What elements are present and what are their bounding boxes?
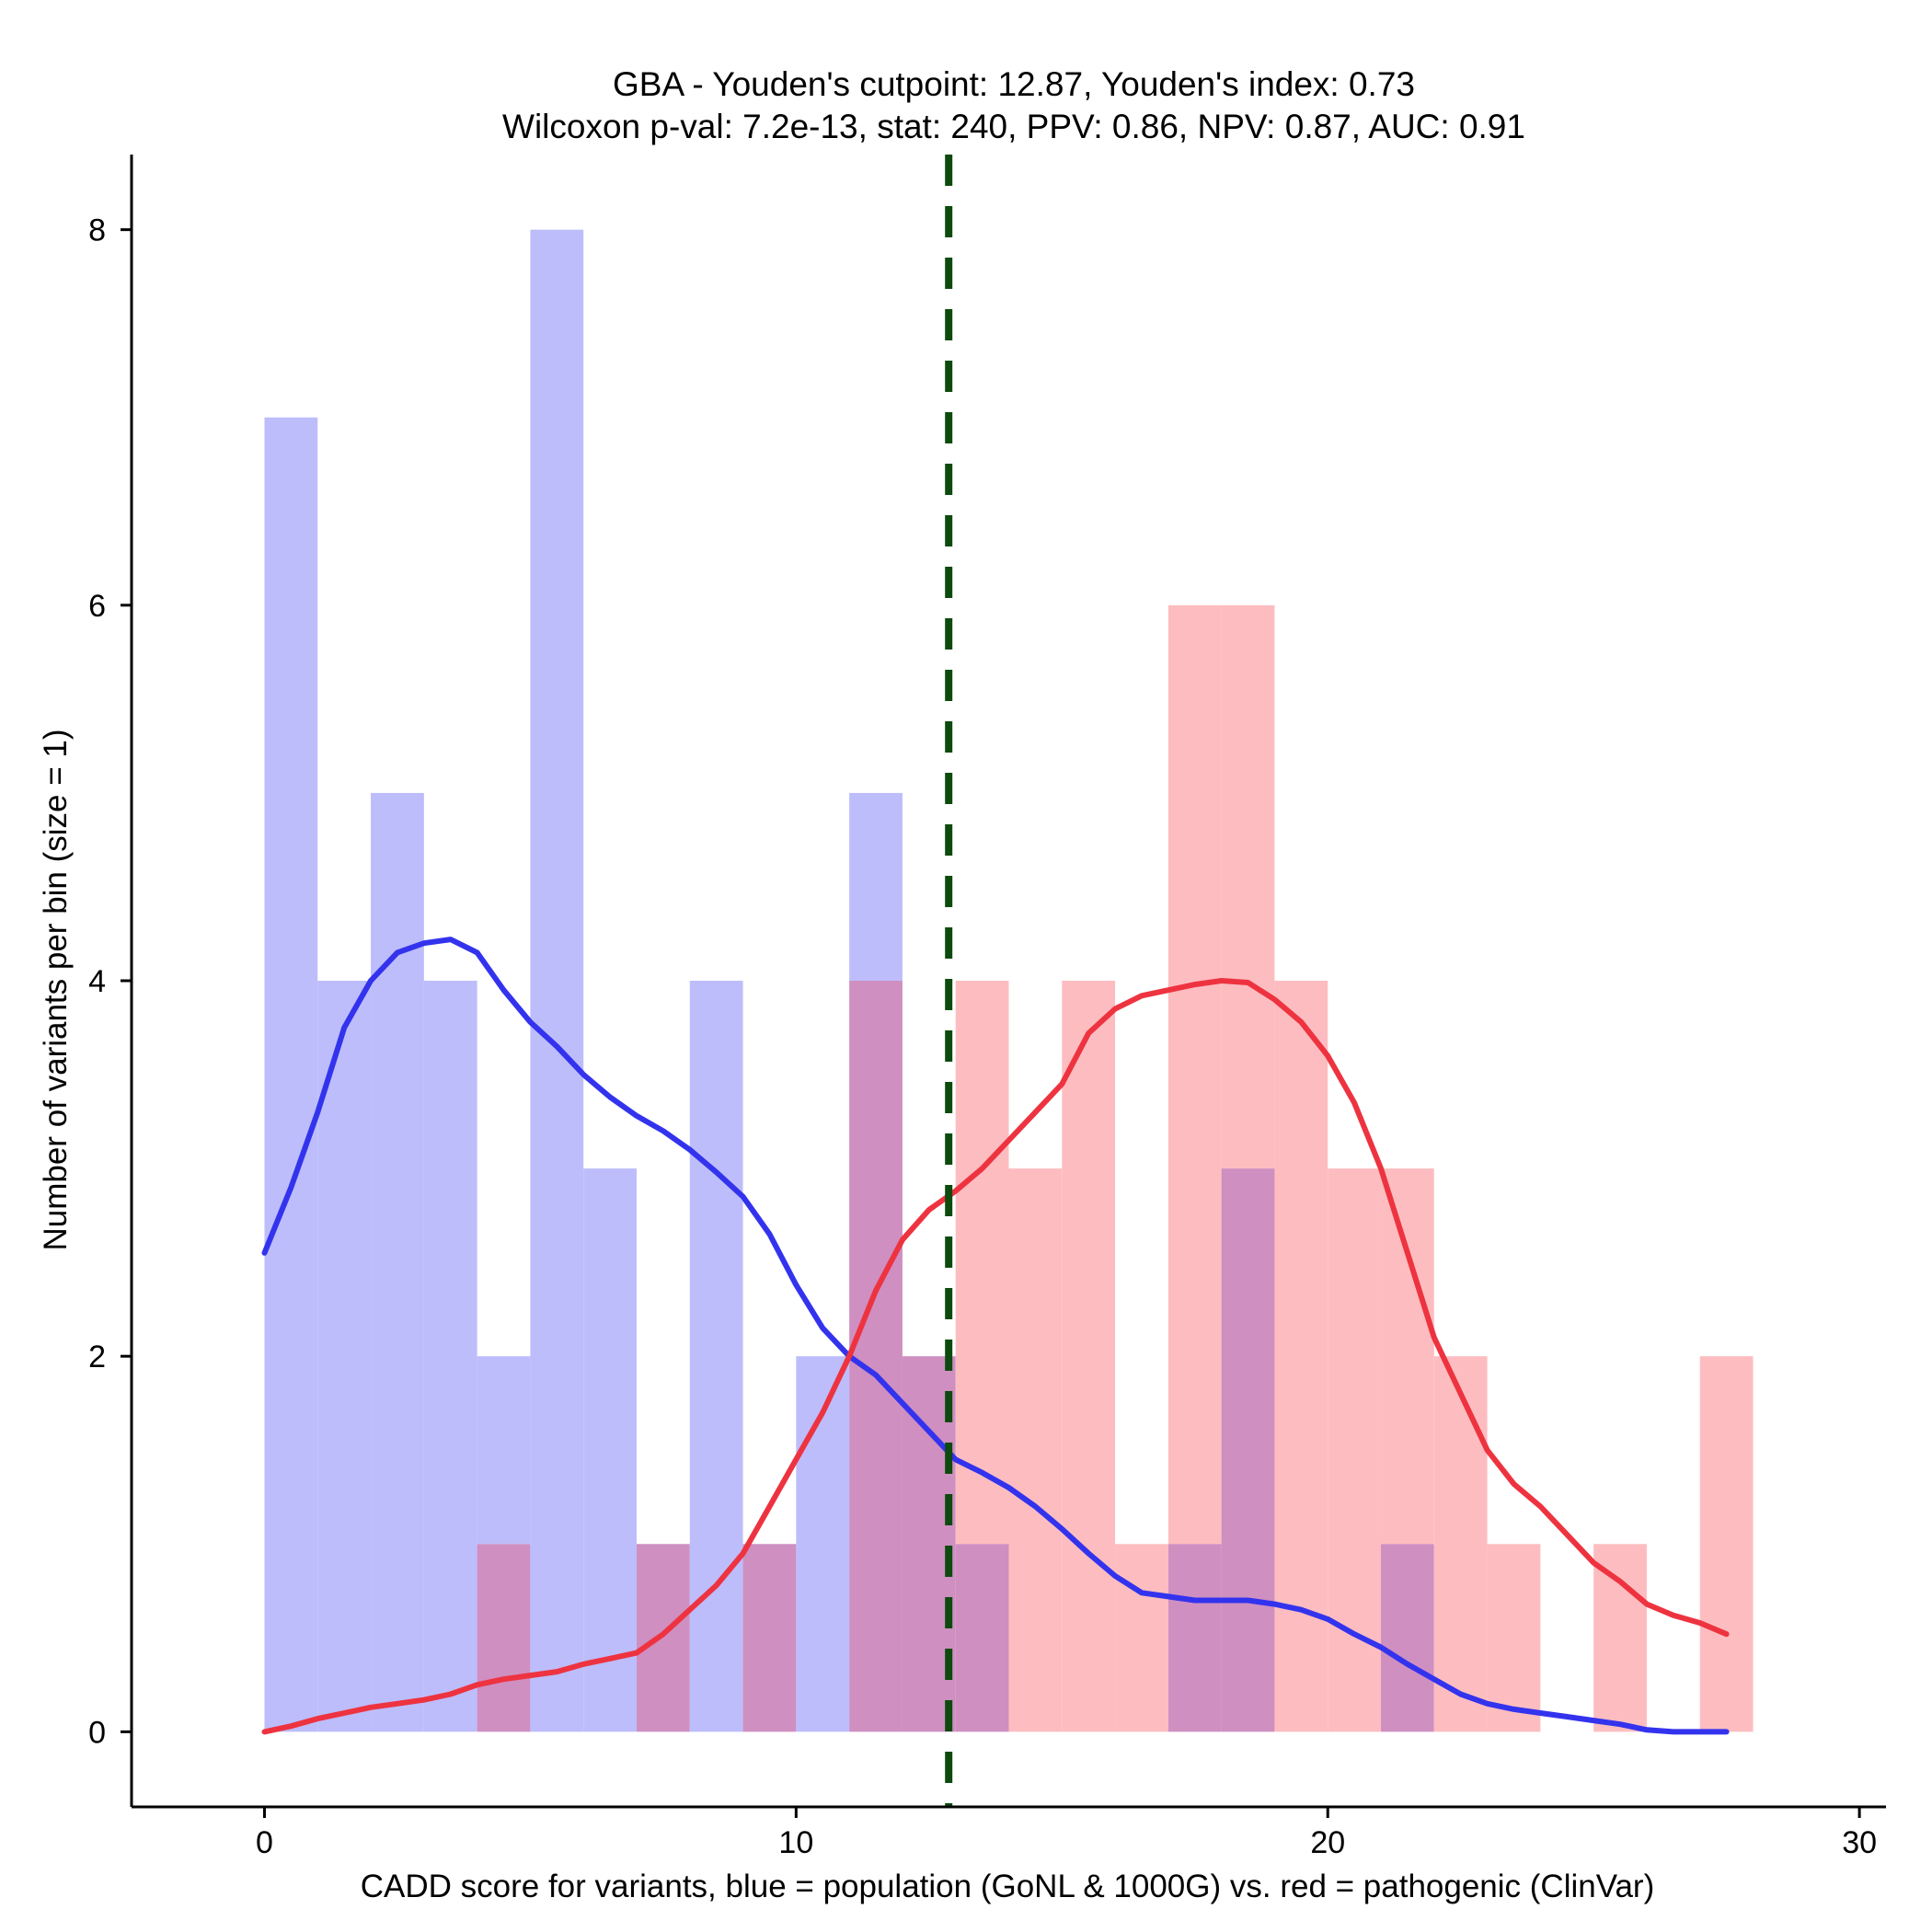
overlap-bar	[849, 981, 903, 1732]
pathogenic-density-line	[261, 978, 1730, 1735]
y-tick-label: 6	[88, 589, 106, 624]
pathogenic-bar	[1008, 1168, 1063, 1732]
population-bar	[423, 981, 477, 1732]
pathogenic-bar	[1221, 604, 1275, 1169]
overlap-bar	[1167, 1544, 1222, 1732]
overlap-bar	[636, 1544, 690, 1732]
overlap-bar	[955, 1544, 1009, 1732]
population-bar	[371, 792, 424, 1732]
population-bar	[796, 1356, 850, 1732]
overlap-bar	[1381, 1544, 1434, 1732]
pathogenic-bar	[1328, 1168, 1382, 1732]
density-curves	[261, 937, 1730, 1735]
pathogenic-bar	[1593, 1544, 1647, 1732]
x-tick-label: 0	[256, 1825, 273, 1860]
x-axis-label: CADD score for variants, blue = populati…	[361, 1869, 1655, 1904]
pathogenic-bar	[1115, 1544, 1168, 1732]
population-bar	[530, 229, 584, 1732]
y-tick-label: 2	[88, 1340, 106, 1374]
population-density-line	[261, 937, 1730, 1735]
axis-ticks: 0 10 20 30 0 2 4 6 8	[88, 213, 1877, 1860]
pathogenic-bar	[955, 981, 1009, 1545]
pathogenic-bar	[1381, 1168, 1434, 1545]
population-bar	[583, 1168, 637, 1732]
x-tick-label: 30	[1842, 1825, 1877, 1860]
population-bar	[849, 792, 903, 981]
y-tick-label: 4	[88, 964, 106, 999]
pathogenic-bar	[1699, 1356, 1754, 1732]
x-tick-label: 20	[1310, 1825, 1345, 1860]
y-tick-label: 8	[88, 213, 106, 248]
overlap-bar	[1221, 1168, 1275, 1732]
x-tick-label: 10	[778, 1825, 813, 1860]
pathogenic-bar	[1167, 604, 1222, 1545]
chart-title: GBA - Youden's cutpoint: 12.87, Youden's…	[613, 65, 1415, 103]
y-axis-label: Number of variants per bin (size = 1)	[38, 729, 74, 1250]
population-bar	[264, 417, 318, 1732]
population-bar	[477, 1356, 531, 1545]
histogram-bars	[264, 229, 1754, 1732]
population-bar	[317, 981, 372, 1732]
pathogenic-bar	[1062, 981, 1116, 1732]
chart-subtitle: Wilcoxon p-val: 7.2e-13, stat: 240, PPV:…	[502, 108, 1525, 145]
overlap-bar	[477, 1544, 531, 1732]
population-bar	[689, 981, 743, 1732]
y-tick-label: 0	[88, 1715, 106, 1750]
pathogenic-bar	[1487, 1544, 1541, 1732]
pathogenic-bar	[1433, 1356, 1488, 1732]
overlap-bar	[742, 1544, 797, 1732]
